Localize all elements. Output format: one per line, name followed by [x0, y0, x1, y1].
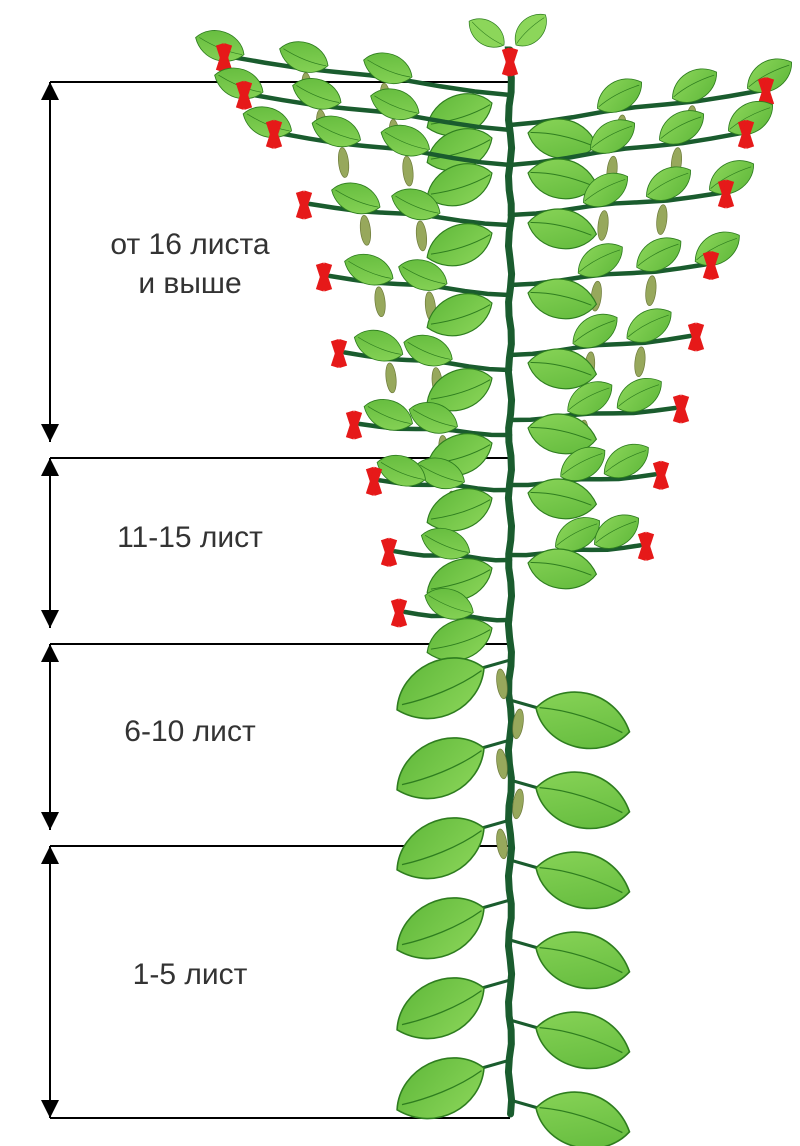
zone-label-3: 1-5 лист	[80, 955, 300, 994]
zone-label-0: от 16 листа и выше	[80, 225, 300, 303]
zone-label-2: 6-10 лист	[80, 712, 300, 751]
plant-formation-diagram: от 16 листа и выше 11-15 лист 6-10 лист 1-5…	[0, 0, 800, 1146]
zone-label-1: 11-15 лист	[80, 518, 300, 557]
